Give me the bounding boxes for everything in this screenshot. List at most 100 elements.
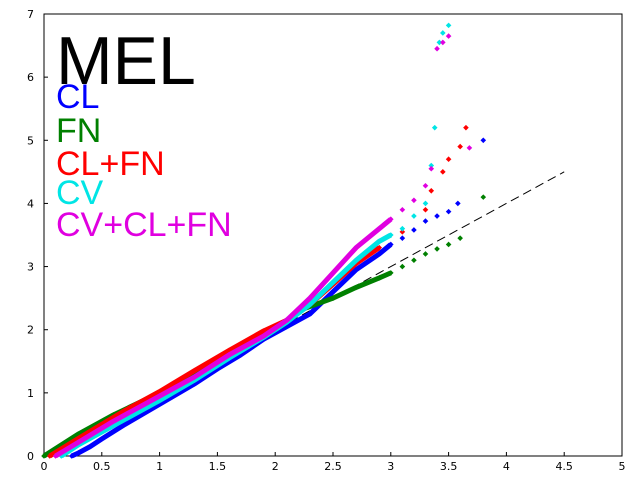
data-point	[445, 33, 452, 39]
data-point	[434, 213, 440, 219]
data-point	[307, 295, 313, 301]
data-point	[445, 22, 452, 29]
x-tick-label: 0	[41, 460, 48, 473]
x-tick-label: 1.5	[209, 460, 227, 473]
data-point	[191, 367, 198, 374]
data-point	[434, 45, 440, 52]
data-point	[399, 263, 406, 270]
data-point	[399, 206, 406, 213]
legend-entry-cl-fn: CL+FN	[56, 145, 165, 183]
data-point	[46, 453, 53, 459]
y-tick-label: 1	[27, 387, 34, 400]
data-point	[445, 208, 452, 215]
data-point	[122, 421, 128, 428]
data-point	[330, 295, 336, 301]
data-point	[52, 453, 59, 459]
series-cv-cl-fn	[52, 33, 473, 459]
data-point	[445, 241, 452, 248]
chart-title: MEL	[56, 23, 196, 99]
data-point	[440, 39, 446, 46]
data-point	[75, 439, 82, 445]
data-point	[457, 235, 463, 241]
data-point	[466, 145, 473, 151]
data-point	[480, 194, 487, 200]
data-point	[376, 244, 383, 251]
data-point	[87, 443, 94, 450]
data-point	[237, 352, 244, 358]
data-point	[440, 169, 446, 175]
data-point	[445, 156, 452, 163]
data-point	[75, 431, 82, 437]
y-tick-label: 0	[27, 450, 34, 463]
x-tick-label: 5	[619, 460, 626, 473]
data-point	[330, 270, 336, 276]
data-point	[156, 397, 163, 404]
y-tick-label: 6	[27, 71, 34, 84]
data-point	[283, 323, 290, 330]
x-tick-label: 2	[272, 460, 279, 473]
data-point	[191, 374, 198, 380]
data-point	[399, 225, 406, 232]
data-point	[480, 137, 487, 144]
data-point	[422, 218, 429, 224]
data-point	[75, 450, 82, 456]
data-point	[411, 227, 417, 233]
data-point	[455, 200, 461, 207]
data-point	[428, 165, 435, 172]
y-tick-label: 3	[27, 261, 34, 274]
data-point	[440, 30, 446, 36]
data-point	[411, 213, 417, 219]
x-tick-label: 4.5	[555, 460, 573, 473]
data-point	[226, 347, 232, 354]
data-point	[99, 436, 105, 442]
data-point	[376, 238, 383, 245]
legend: MEL CL FN CL+FN CV CV+CL+FN	[56, 23, 232, 244]
x-tick-label: 0.5	[93, 460, 111, 473]
data-point	[191, 377, 198, 384]
x-tick-label: 1	[156, 460, 163, 473]
data-point	[330, 289, 336, 295]
data-point	[388, 216, 394, 223]
data-point	[411, 197, 417, 204]
data-point	[307, 301, 313, 308]
data-point	[376, 225, 383, 232]
data-point	[422, 251, 429, 257]
data-point	[422, 182, 429, 189]
y-tick-label: 7	[27, 8, 34, 21]
data-point	[411, 257, 417, 264]
data-point	[353, 257, 359, 264]
y-tick-label: 4	[27, 197, 34, 210]
data-point	[376, 251, 383, 257]
data-point	[226, 352, 232, 358]
data-point	[191, 381, 198, 387]
data-point	[353, 266, 359, 273]
data-point	[156, 393, 163, 399]
legend-entry-cv-cl-fn: CV+CL+FN	[56, 206, 232, 244]
data-point	[428, 188, 435, 194]
data-point	[428, 162, 435, 169]
series-layer	[41, 22, 487, 459]
data-point	[353, 244, 359, 251]
data-point	[68, 453, 75, 459]
data-point	[388, 232, 394, 238]
data-point	[283, 317, 290, 324]
data-point	[463, 124, 469, 131]
x-tick-label: 3	[387, 460, 394, 473]
series-line	[70, 242, 393, 459]
data-point	[431, 124, 438, 131]
legend-entry-fn: FN	[56, 112, 101, 150]
data-point	[422, 206, 429, 213]
y-tick-label: 5	[27, 134, 34, 147]
x-tick-label: 2.5	[324, 460, 342, 473]
plot-area	[43, 13, 623, 457]
x-axis: 0 0.5 1 1.5 2 2.5 3 3.5 4 4.5 5	[41, 452, 626, 473]
data-point	[422, 200, 429, 207]
data-point	[399, 235, 406, 241]
data-point	[434, 246, 440, 252]
data-point	[388, 241, 394, 248]
data-point	[41, 453, 47, 459]
data-point	[110, 418, 117, 425]
data-point	[353, 284, 359, 291]
data-point	[110, 422, 117, 429]
